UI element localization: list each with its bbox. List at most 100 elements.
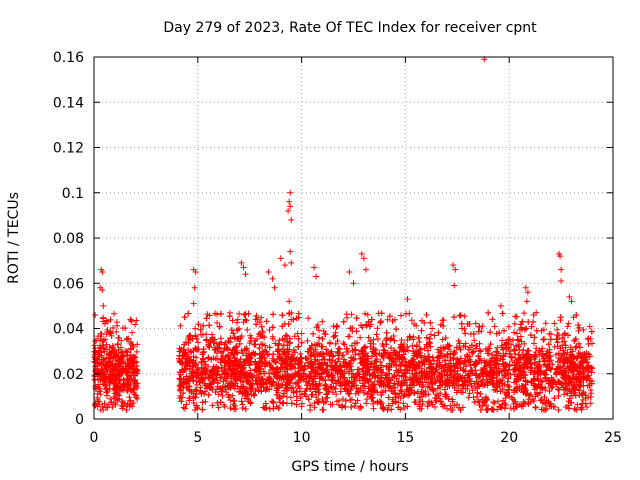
data-point	[421, 361, 428, 368]
data-point	[212, 310, 219, 317]
data-point	[107, 395, 114, 402]
data-point	[177, 322, 184, 329]
data-point	[206, 322, 213, 329]
data-point	[254, 362, 261, 369]
data-point	[406, 364, 413, 371]
data-point	[404, 343, 411, 350]
data-point	[115, 334, 122, 341]
data-point	[531, 359, 538, 366]
data-point	[500, 372, 507, 379]
data-point	[218, 339, 225, 346]
data-point	[531, 340, 538, 347]
data-point	[246, 340, 253, 347]
data-point	[416, 362, 423, 369]
data-point	[323, 346, 330, 353]
data-point	[509, 337, 516, 344]
data-point	[410, 389, 417, 396]
data-point	[338, 404, 345, 411]
data-point	[177, 376, 184, 383]
data-point	[494, 398, 501, 405]
data-point	[547, 380, 554, 387]
data-point	[100, 406, 107, 413]
data-point	[570, 360, 577, 367]
data-point	[400, 400, 407, 407]
data-point	[513, 376, 520, 383]
data-point	[429, 386, 436, 393]
data-point	[537, 378, 544, 385]
data-point	[561, 379, 568, 386]
data-point	[205, 375, 212, 382]
data-point	[348, 342, 355, 349]
data-point	[366, 323, 373, 330]
data-point	[286, 363, 293, 370]
data-point	[99, 403, 106, 410]
data-point	[481, 365, 488, 372]
data-point	[225, 363, 232, 370]
data-point	[132, 368, 139, 375]
data-point	[542, 374, 549, 381]
data-point	[532, 404, 539, 411]
data-point	[121, 367, 128, 374]
data-point	[561, 331, 568, 338]
data-point	[315, 398, 322, 405]
data-point	[424, 347, 431, 354]
data-point	[257, 350, 264, 357]
data-points	[91, 309, 596, 413]
data-point	[180, 380, 187, 387]
data-point	[106, 343, 113, 350]
data-point	[515, 367, 522, 374]
data-point	[208, 356, 215, 363]
data-point	[341, 385, 348, 392]
data-point	[525, 318, 532, 325]
data-point	[576, 344, 583, 351]
data-point	[243, 345, 250, 352]
data-point	[585, 351, 592, 358]
data-point	[467, 358, 474, 365]
data-point	[562, 342, 569, 349]
data-point	[260, 384, 267, 391]
data-point	[563, 369, 570, 376]
data-point	[410, 348, 417, 355]
data-point	[133, 317, 140, 324]
data-point	[427, 343, 434, 350]
data-point	[180, 390, 187, 397]
data-point	[391, 337, 398, 344]
data-point	[311, 375, 318, 382]
data-point	[229, 317, 236, 324]
data-point	[274, 365, 281, 372]
data-point	[418, 317, 425, 324]
data-point	[129, 355, 136, 362]
data-point	[280, 351, 287, 358]
data-point	[345, 333, 352, 340]
data-point	[330, 352, 337, 359]
data-point	[127, 339, 134, 346]
data-point	[391, 373, 398, 380]
data-point	[574, 354, 581, 361]
data-point	[378, 375, 385, 382]
data-point	[491, 323, 498, 330]
data-point	[382, 374, 389, 381]
data-point	[103, 317, 110, 324]
data-point	[326, 357, 333, 364]
data-point	[132, 321, 139, 328]
data-point	[258, 388, 265, 395]
data-point	[115, 362, 122, 369]
data-point	[195, 339, 202, 346]
data-point	[515, 341, 522, 348]
data-point	[211, 346, 218, 353]
data-point	[582, 394, 589, 401]
data-point	[437, 321, 444, 328]
data-point	[516, 326, 523, 333]
data-point	[238, 398, 245, 405]
data-point	[125, 335, 132, 342]
data-point	[486, 345, 493, 352]
data-point	[555, 393, 562, 400]
data-point	[381, 347, 388, 354]
data-point	[265, 351, 272, 358]
data-point	[545, 355, 552, 362]
data-point	[524, 379, 531, 386]
data-point	[323, 386, 330, 393]
data-point	[212, 355, 219, 362]
data-point	[258, 341, 265, 348]
data-point	[392, 390, 399, 397]
